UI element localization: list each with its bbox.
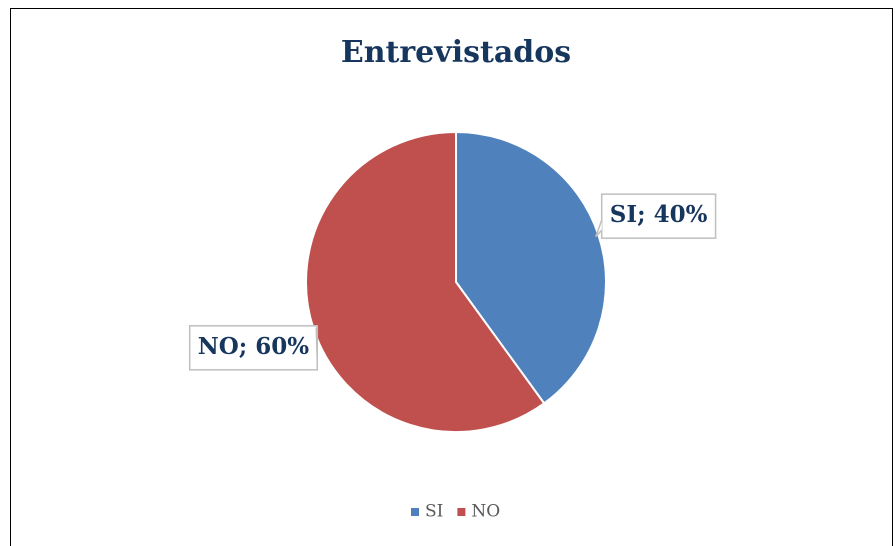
legend-swatch bbox=[411, 508, 419, 516]
data-label: SI; 40% bbox=[600, 193, 717, 239]
data-label-text: NO; 60% bbox=[198, 333, 310, 360]
pie-slice bbox=[455, 130, 607, 405]
data-label-text: SI; 40% bbox=[610, 201, 708, 228]
legend-label: NO bbox=[471, 502, 500, 522]
legend-label: SI bbox=[425, 502, 443, 522]
label-pointer bbox=[315, 327, 319, 362]
legend-swatch bbox=[457, 508, 466, 516]
chart-title: Entrevistados bbox=[341, 35, 571, 70]
data-label-box bbox=[600, 193, 717, 239]
data-label: NO; 60% bbox=[188, 325, 319, 371]
label-pointer bbox=[595, 219, 603, 238]
